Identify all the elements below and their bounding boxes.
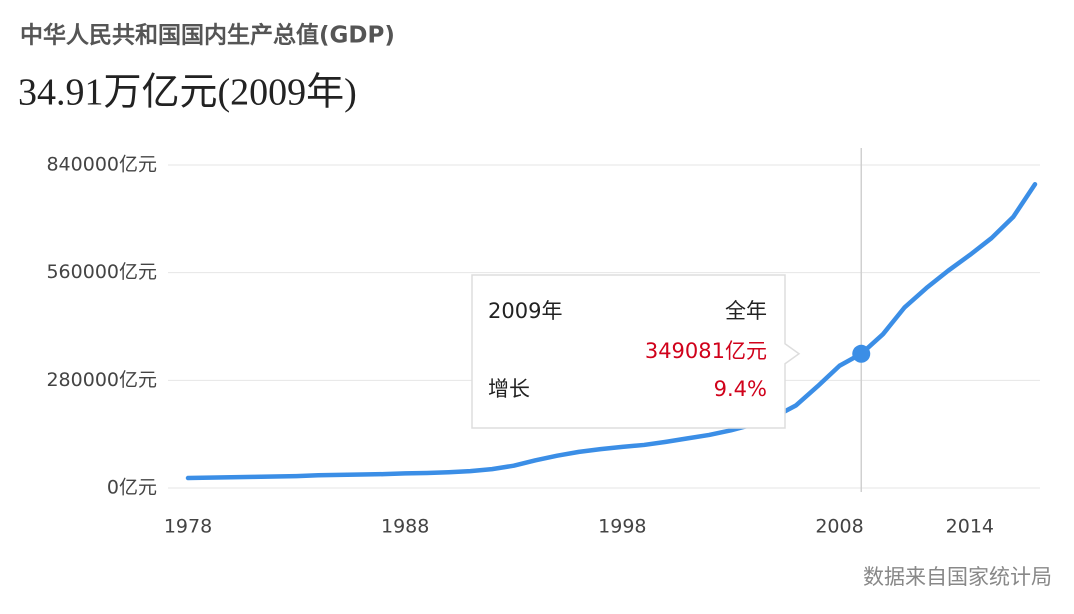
- chart-title: 中华人民共和国国内生产总值(GDP): [20, 22, 395, 49]
- tooltip-growth-name: 增长: [488, 377, 530, 401]
- tooltip-box: [471, 274, 801, 429]
- headline: 34.91万亿元(2009年): [18, 72, 357, 114]
- source-note: 数据来自国家统计局: [863, 565, 1052, 589]
- y-tick-label: 840000亿元: [46, 154, 157, 176]
- x-tick-label: 1988: [381, 516, 429, 538]
- highlight-point: [852, 344, 871, 363]
- y-tick-label: 560000亿元: [46, 261, 157, 283]
- tooltip-period: 全年: [725, 299, 767, 323]
- x-tick-label: 2008: [815, 516, 863, 538]
- x-tick-label: 1998: [598, 516, 646, 538]
- y-tick-label: 280000亿元: [46, 369, 157, 391]
- tooltip-year: 2009年: [488, 299, 562, 323]
- data-line: [185, 181, 1038, 481]
- x-tick-label: 1978: [164, 516, 212, 538]
- x-tick-label: 2014: [946, 516, 994, 538]
- tooltip-growth: 9.4%: [714, 377, 767, 401]
- tooltip-value: 349081亿元: [645, 339, 767, 363]
- y-tick-label: 0亿元: [107, 477, 157, 499]
